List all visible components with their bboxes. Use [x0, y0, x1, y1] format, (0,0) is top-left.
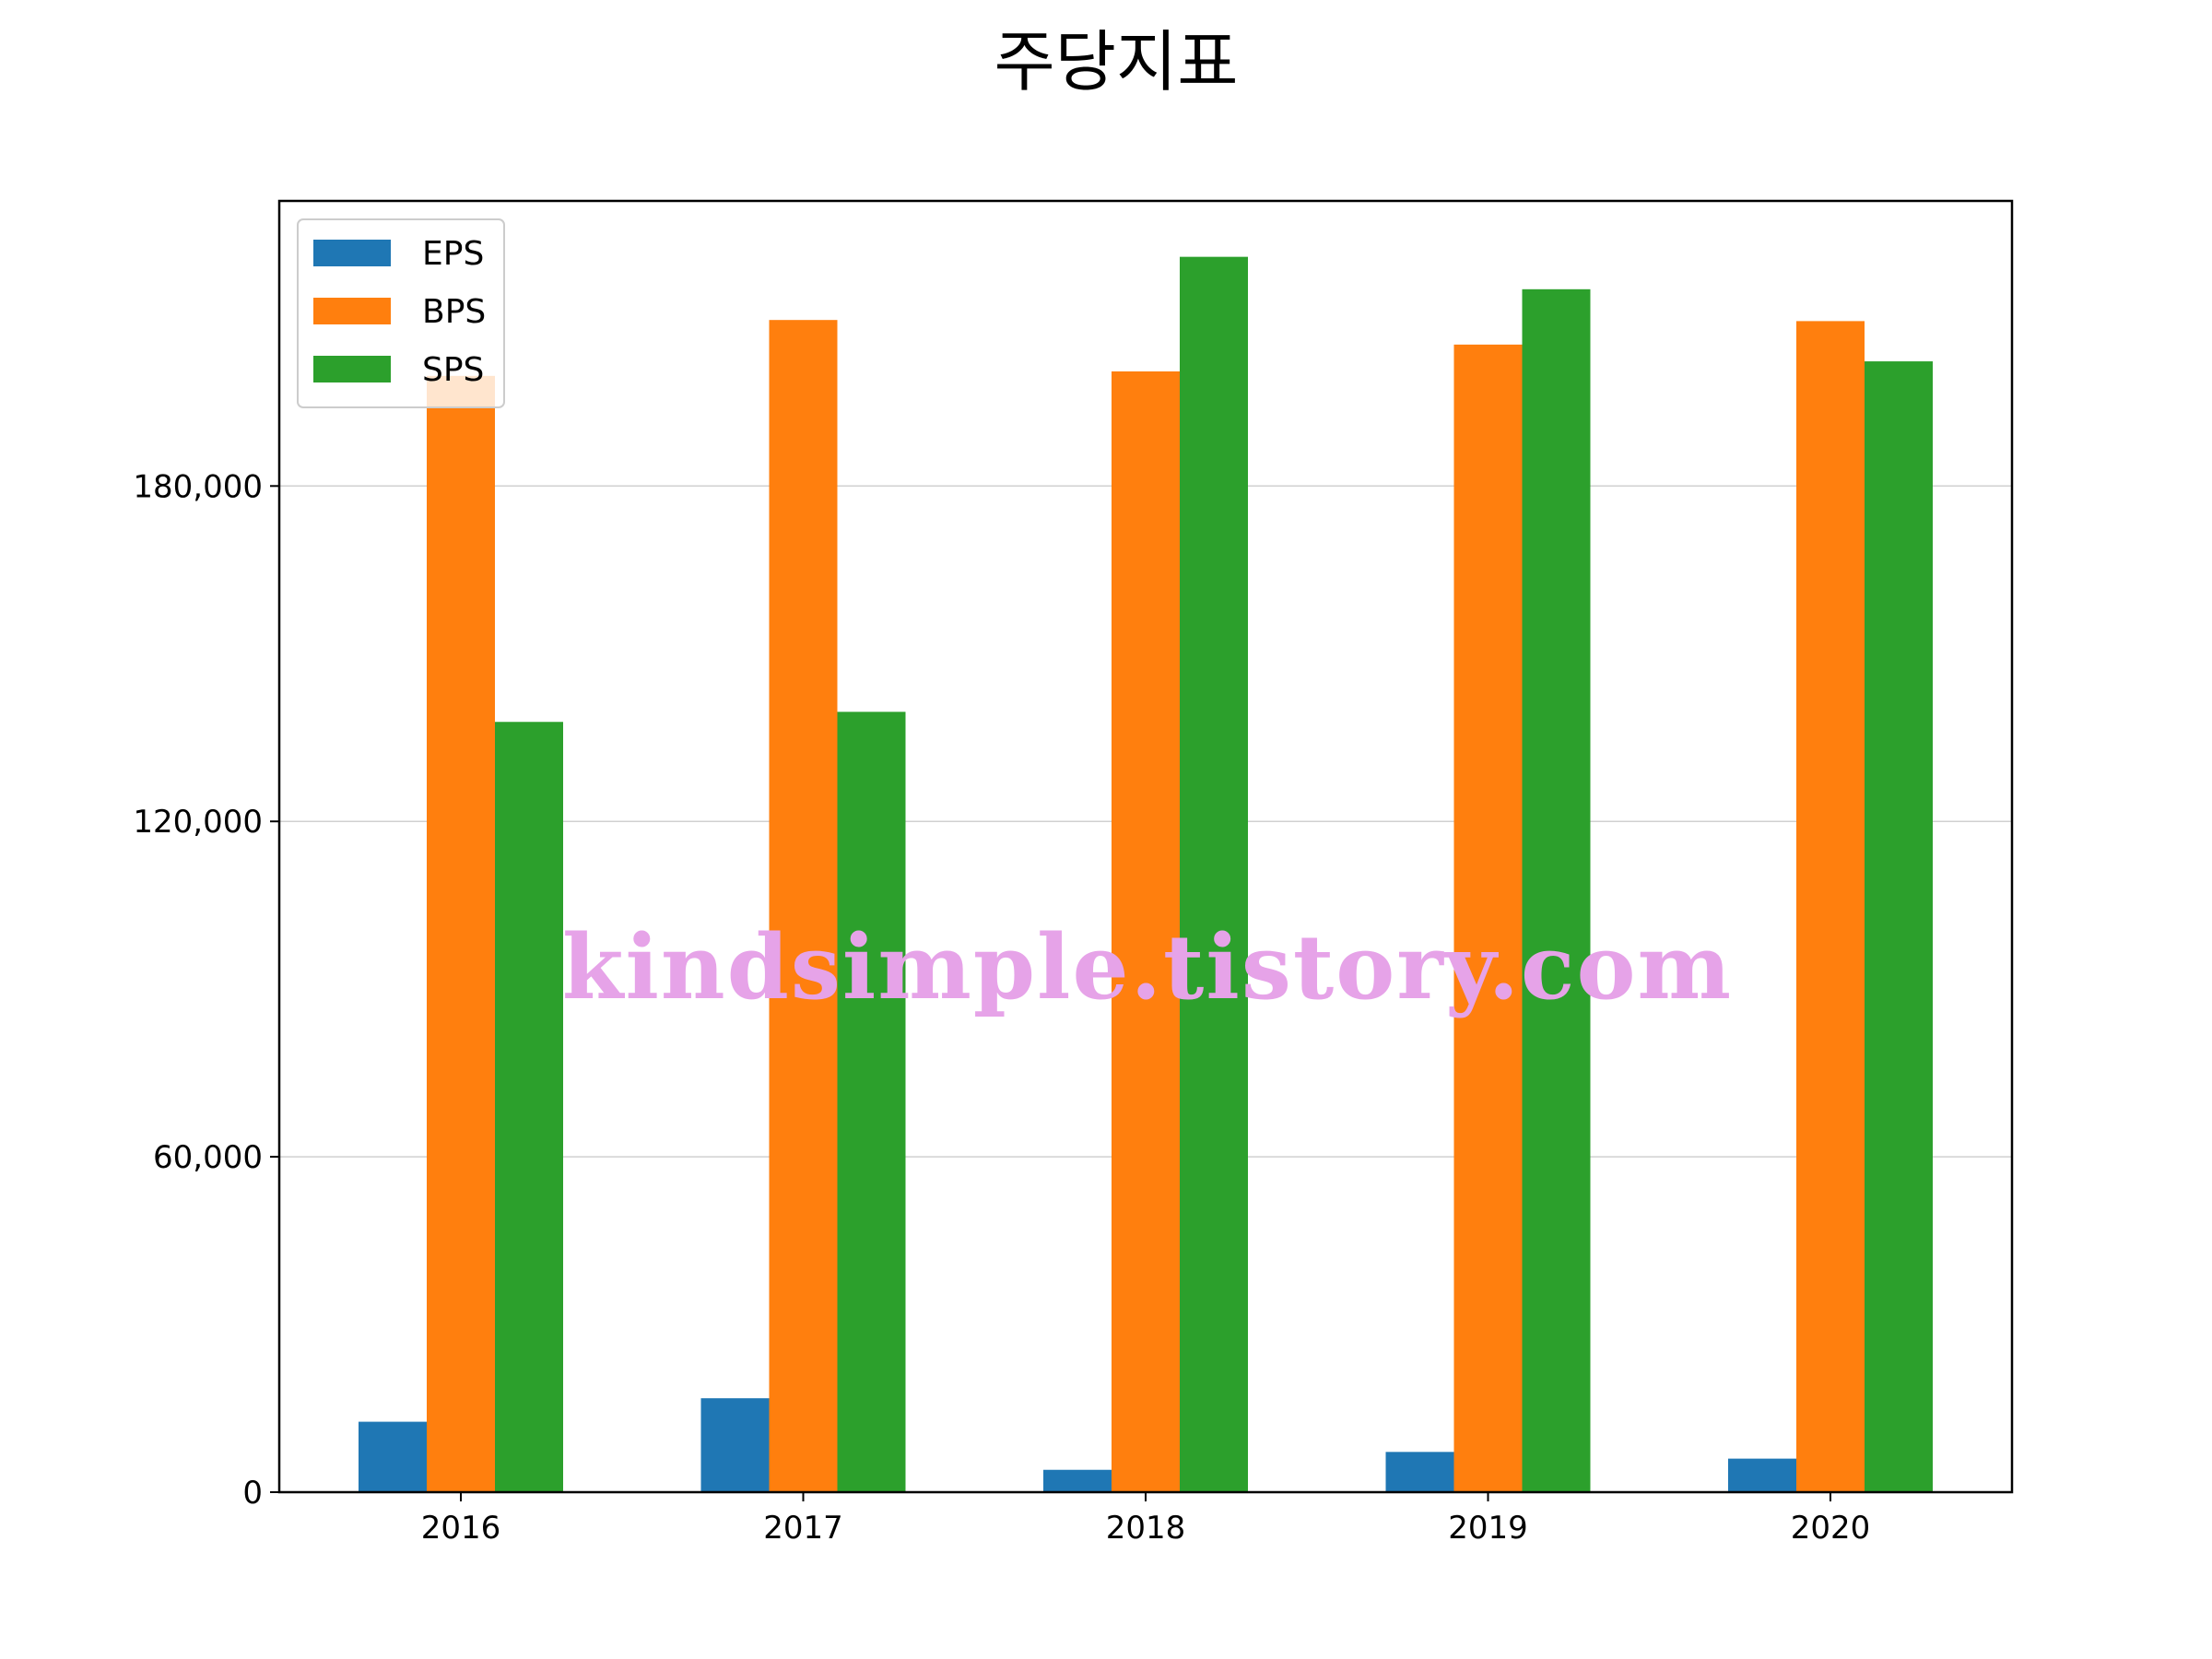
legend-label-sps: SPS	[422, 351, 484, 389]
watermark-text: kindsimple.tistory.com	[562, 915, 1733, 1019]
bar-bps-2017	[769, 320, 838, 1492]
bar-eps-2018	[1043, 1469, 1112, 1492]
legend-label-bps: BPS	[422, 293, 486, 331]
x-tick-label: 2020	[1791, 1510, 1871, 1547]
bar-sps-2020	[1865, 361, 1933, 1493]
y-tick-label: 180,000	[133, 468, 263, 505]
bar-eps-2019	[1385, 1452, 1454, 1492]
bar-sps-2017	[837, 712, 906, 1492]
y-tick-label: 60,000	[153, 1139, 263, 1176]
y-tick-label: 0	[242, 1475, 263, 1512]
bar-eps-2017	[700, 1398, 770, 1492]
y-tick-label: 120,000	[133, 804, 263, 841]
bar-eps-2016	[359, 1421, 427, 1492]
legend-swatch-eps	[313, 240, 391, 266]
bar-sps-2016	[495, 722, 563, 1492]
legend: EPS BPS SPS	[297, 218, 505, 408]
bar-bps-2020	[1796, 321, 1865, 1492]
x-tick-label: 2019	[1448, 1510, 1528, 1547]
legend-label-eps: EPS	[422, 235, 484, 273]
bars	[359, 256, 1933, 1493]
bar-bps-2019	[1453, 344, 1523, 1492]
bar-sps-2019	[1522, 288, 1591, 1493]
bar-bps-2018	[1112, 371, 1180, 1493]
bar-eps-2020	[1728, 1458, 1796, 1492]
bar-sps-2018	[1180, 256, 1248, 1492]
x-tick-label: 2016	[421, 1510, 501, 1547]
bar-bps-2016	[427, 375, 495, 1492]
legend-swatch-sps	[313, 356, 391, 382]
y-axis: 0 60,000 120,000 180,000	[133, 468, 279, 1512]
plot-frame	[277, 199, 2014, 1494]
legend-swatch-bps	[313, 298, 391, 324]
x-tick-label: 2017	[763, 1510, 843, 1547]
chart-title: 주당지표	[994, 23, 1239, 100]
x-axis: 2016 2017 2018 2019 2020	[421, 1492, 1871, 1547]
x-tick-label: 2018	[1106, 1510, 1186, 1547]
